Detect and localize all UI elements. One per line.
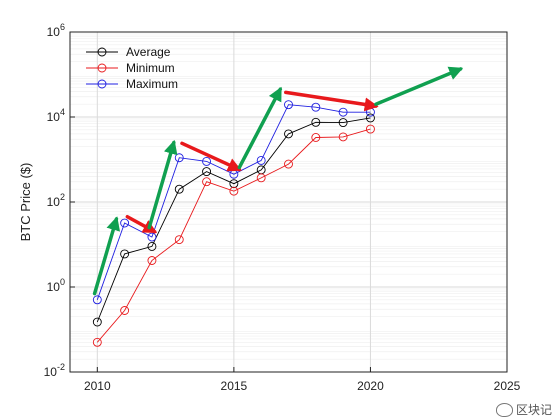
data-point: [120, 249, 130, 259]
legend-item-minimum: Minimum: [86, 61, 175, 75]
y-tick-label: 106: [47, 22, 65, 39]
watermark-text: 区块记: [515, 403, 552, 417]
data-point: [120, 218, 130, 228]
data-point: [174, 153, 184, 163]
x-tick-label: 2020: [357, 379, 384, 393]
data-point: [147, 256, 157, 265]
data-point: [338, 118, 348, 128]
trend-down-arrow: [284, 90, 379, 112]
legend-label: Average: [126, 45, 171, 59]
trend-up-arrow: [237, 86, 283, 170]
legend-marker: [97, 63, 107, 73]
data-point: [365, 113, 375, 123]
legend-marker: [97, 79, 107, 89]
data-point: [202, 167, 212, 177]
trend-down-arrow: [180, 141, 242, 172]
data-point: [229, 186, 239, 196]
data-point: [147, 241, 157, 251]
trend-down-arrow: [125, 214, 158, 234]
data-point: [120, 306, 130, 315]
data-point: [284, 159, 293, 169]
data-point: [338, 132, 348, 142]
trend-up-arrow: [147, 139, 178, 230]
y-tick-label: 100: [47, 277, 65, 294]
watermark: 区块记: [495, 401, 552, 418]
y-tick-label: 104: [47, 107, 65, 124]
axes: 10-2 100 102 104 106 2010 2015 2020 2025: [44, 22, 521, 393]
x-tick-label: 2010: [84, 379, 111, 393]
legend-item-maximum: Maximum: [86, 77, 178, 91]
data-point: [311, 102, 321, 112]
grid: [70, 31, 508, 373]
trend-up-arrow: [374, 66, 464, 106]
data-point: [92, 317, 102, 327]
data-point: [174, 235, 184, 245]
x-tick-label: 2015: [221, 379, 248, 393]
series-line: [96, 117, 371, 323]
data-point: [338, 107, 348, 117]
data-point: [311, 117, 321, 127]
plot-frame: [69, 31, 508, 373]
series-line: [96, 128, 371, 343]
data-point: [284, 129, 293, 139]
chat-bubble-icon: [495, 402, 513, 417]
data-point: [284, 100, 293, 110]
data-point: [256, 155, 266, 165]
y-tick-label: 102: [47, 192, 65, 209]
data-point: [311, 133, 321, 142]
x-tick-label: 2025: [494, 379, 521, 393]
data-point: [174, 184, 184, 194]
data-point: [365, 124, 375, 134]
data-point: [92, 337, 102, 347]
data-point: [256, 173, 266, 183]
legend-label: Maximum: [126, 77, 178, 91]
trend-up-arrow: [92, 216, 121, 296]
data-point: [202, 156, 212, 166]
legend-label: Minimum: [126, 61, 175, 75]
y-tick-label: 10-2: [44, 362, 65, 379]
series-minimum: [92, 124, 375, 347]
legend-marker: [97, 47, 107, 57]
data-point: [202, 177, 212, 187]
legend-item-average: Average: [86, 45, 171, 59]
y-axis-label: BTC Price ($): [18, 163, 33, 242]
data-point: [92, 295, 102, 305]
series-layer: [92, 100, 375, 347]
legend: Average Minimum Maximum: [86, 45, 178, 91]
annotations: [92, 66, 464, 296]
data-point: [229, 179, 239, 189]
